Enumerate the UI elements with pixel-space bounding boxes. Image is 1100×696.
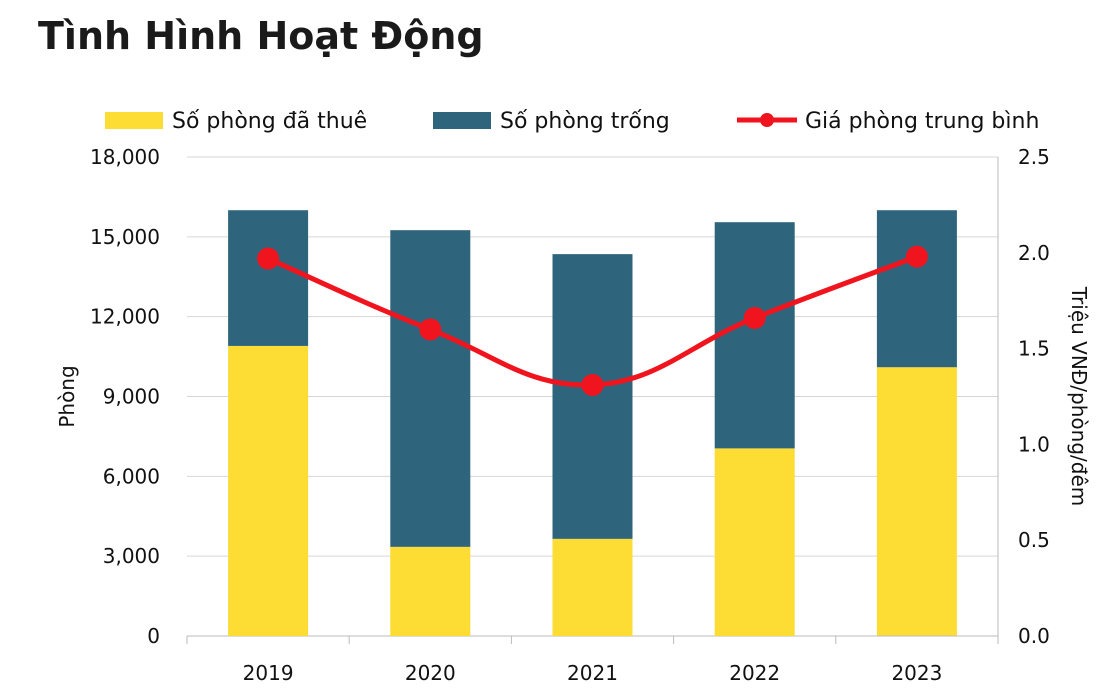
y2-tick-label: 0.5 <box>1018 528 1050 552</box>
legend-label: Giá phòng trung bình <box>805 109 1039 134</box>
bar-số-phòng-trống <box>876 210 957 368</box>
y-axis-label: Phòng <box>55 365 79 427</box>
y-tick-label: 12,000 <box>90 305 160 329</box>
line-point <box>581 374 604 397</box>
y2-tick-label: 0.0 <box>1018 624 1050 648</box>
x-tick-label: 2019 <box>243 661 294 685</box>
line-point <box>905 245 928 268</box>
x-tick-label: 2023 <box>891 661 942 685</box>
legend-swatch <box>433 112 491 129</box>
y-tick-label: 18,000 <box>90 145 160 169</box>
bar-số-phòng-trống <box>390 230 471 547</box>
y-tick-label: 15,000 <box>90 225 160 249</box>
x-tick-label: 2022 <box>729 661 780 685</box>
legend-label: Số phòng đã thuê <box>172 109 367 134</box>
legend-marker <box>760 113 774 127</box>
bar-số-phòng-trống <box>552 254 633 539</box>
bar-số-phòng-đã-thuê <box>876 367 957 636</box>
x-tick-label: 2020 <box>405 661 456 685</box>
line-point <box>743 306 766 329</box>
legend-label: Số phòng trống <box>500 109 670 134</box>
bar-số-phòng-trống <box>714 222 795 449</box>
bar-số-phòng-đã-thuê <box>390 546 471 636</box>
y2-tick-label: 1.5 <box>1018 337 1050 361</box>
y2-axis-label: Triệu VNĐ/phòng/đêm <box>1067 286 1091 506</box>
y2-tick-label: 2.5 <box>1018 145 1050 169</box>
bar-số-phòng-đã-thuê <box>552 538 633 636</box>
line-point <box>257 247 280 270</box>
legend-swatch <box>105 112 163 129</box>
x-tick-label: 2021 <box>567 661 618 685</box>
y-tick-label: 0 <box>147 624 160 648</box>
y2-tick-label: 2.0 <box>1018 241 1050 265</box>
y-tick-label: 6,000 <box>103 464 160 488</box>
y-tick-label: 9,000 <box>103 385 160 409</box>
y-tick-label: 3,000 <box>103 544 160 568</box>
y2-tick-label: 1.0 <box>1018 432 1050 456</box>
bar-số-phòng-đã-thuê <box>228 345 309 636</box>
line-point <box>419 318 442 341</box>
chart-title: Tình Hình Hoạt Động <box>38 14 484 58</box>
bar-số-phòng-đã-thuê <box>714 448 795 636</box>
bar-số-phòng-trống <box>228 210 309 346</box>
